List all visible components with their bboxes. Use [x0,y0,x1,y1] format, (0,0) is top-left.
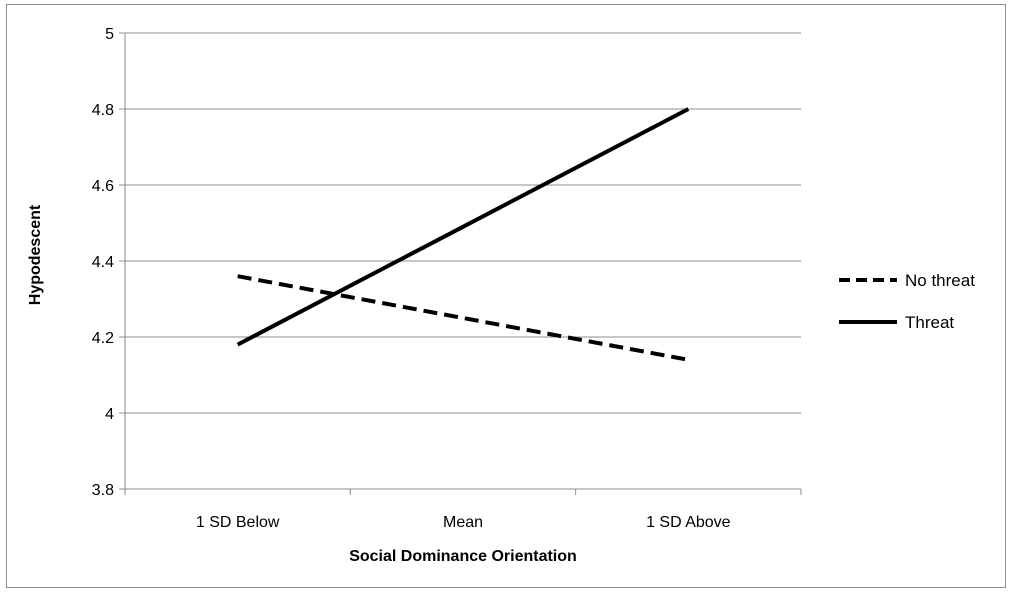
y-tick-label: 4.6 [92,178,114,195]
no-threat-series-line [237,274,689,362]
series-lines [236,107,690,362]
y-tick-label: 4.4 [92,254,114,271]
x-tick-label: Mean [443,514,483,531]
x-tick-label: 1 SD Below [196,514,280,531]
chart-frame: 3.8 4 4.2 4.4 4.6 4.8 5 1 SD Below Mean 1 SD Abo… [6,4,1006,588]
line-chart: 3.8 4 4.2 4.4 4.6 4.8 5 1 SD Below Mean 1 SD Abo… [27,26,975,565]
y-tick-labels: 3.8 4 4.2 4.4 4.6 4.8 5 [92,26,114,499]
threat-series-line [236,107,690,347]
legend-label: Threat [905,313,954,332]
y-tick-label: 3.8 [92,482,114,499]
legend-label: No threat [905,271,975,290]
y-tick-label: 5 [105,26,114,43]
legend: No threat Threat [839,271,975,332]
axes [119,32,802,495]
y-axis-title: Hypodescent [27,204,44,305]
y-tick-label: 4 [105,406,114,423]
x-tick-labels: 1 SD Below Mean 1 SD Above [196,514,731,531]
y-tick-label: 4.2 [92,330,114,347]
x-tick-label: 1 SD Above [646,514,731,531]
gridlines [125,32,801,414]
x-axis-title: Social Dominance Orientation [349,548,577,565]
y-tick-label: 4.8 [92,102,114,119]
